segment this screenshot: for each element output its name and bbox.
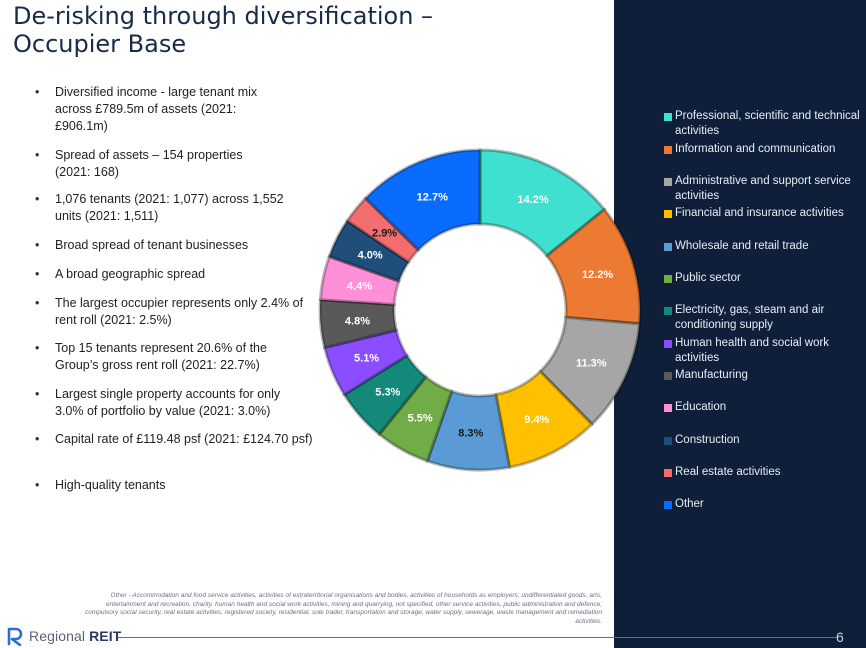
- slice-label: 9.4%: [524, 414, 549, 426]
- legend-label: Administrative and support service activ…: [675, 175, 851, 202]
- footnote: Other - Accommodation and food service a…: [84, 592, 602, 625]
- legend-item: Public sector: [664, 271, 864, 286]
- logo: Regional REIT: [6, 626, 121, 646]
- legend-label: Public sector: [675, 272, 741, 284]
- legend-item: Other: [664, 497, 864, 512]
- slice-label: 8.3%: [458, 428, 483, 440]
- title-line-2: Occupier Base: [13, 30, 187, 58]
- legend-item: Construction: [664, 433, 864, 448]
- footer-rule: [118, 637, 838, 638]
- bullet-item: The largest occupier represents only 2.4…: [35, 295, 305, 329]
- slice-label: 4.0%: [358, 250, 383, 262]
- legend-swatch: [664, 404, 672, 412]
- legend-label: Electricity, gas, steam and air conditio…: [675, 304, 825, 331]
- donut-slice: [364, 148, 482, 252]
- bullet-item: A broad geographic spread: [35, 266, 315, 283]
- slice-label: 12.7%: [417, 192, 448, 204]
- legend-item: Professional, scientific and technical a…: [664, 109, 864, 139]
- legend-label: Other: [675, 498, 704, 510]
- bullet-item: High-quality tenants: [35, 477, 315, 494]
- page-number: 6: [836, 629, 844, 645]
- logo-text-regular: Regional: [29, 628, 86, 644]
- bullet-item: Diversified income - large tenant mix ac…: [35, 84, 275, 135]
- bullet-item: Spread of assets – 154 properties (2021:…: [35, 147, 265, 181]
- bullet-item: Top 15 tenants represent 20.6% of the Gr…: [35, 340, 285, 374]
- legend-label: Manufacturing: [675, 369, 748, 381]
- slice-label: 4.4%: [347, 280, 372, 292]
- slice-label: 12.2%: [582, 269, 613, 281]
- legend-swatch: [664, 469, 672, 477]
- slice-label: 14.2%: [517, 194, 548, 206]
- legend-label: Human health and social work activities: [675, 337, 830, 364]
- bullet-item: Largest single property accounts for onl…: [35, 386, 303, 420]
- legend-swatch: [664, 340, 672, 348]
- legend-swatch: [664, 307, 672, 315]
- legend-item: Education: [664, 400, 864, 415]
- slice-label: 4.8%: [345, 316, 370, 328]
- legend-swatch: [664, 372, 672, 380]
- legend-item: Human health and social work activities: [664, 336, 864, 366]
- bullet-item: Broad spread of tenant businesses: [35, 237, 315, 254]
- legend-item: Real estate activities: [664, 465, 864, 480]
- legend-item: Electricity, gas, steam and air conditio…: [664, 303, 864, 333]
- legend-item: Financial and insurance activities: [664, 206, 864, 221]
- donut-slice: [425, 389, 511, 472]
- slice-label: 5.3%: [375, 386, 400, 398]
- legend-swatch: [664, 178, 672, 186]
- donut-slice: [545, 207, 642, 326]
- page-title: De-risking through diversification – Occ…: [13, 2, 573, 58]
- logo-text-bold: REIT: [89, 628, 122, 644]
- sidebar-panel: [614, 0, 866, 648]
- legend-swatch: [664, 113, 672, 121]
- legend-item: Manufacturing: [664, 368, 864, 383]
- donut-slice: [342, 353, 428, 436]
- bullet-item: Capital rate of £119.48 psf (2021: £124.…: [35, 431, 313, 448]
- legend-label: Education: [675, 401, 727, 413]
- legend-label: Construction: [675, 434, 740, 446]
- bullet-item: 1,076 tenants (2021: 1,077) across 1,552…: [35, 191, 295, 225]
- legend-swatch: [664, 210, 672, 218]
- legend-swatch: [664, 437, 672, 445]
- legend-label: Real estate activities: [675, 466, 781, 478]
- donut-slice: [538, 315, 641, 426]
- donut-slice: [478, 148, 606, 258]
- legend-label: Wholesale and retail trade: [675, 240, 809, 252]
- donut-slice: [345, 196, 420, 264]
- donut-slice: [318, 298, 398, 350]
- donut-slice: [494, 369, 594, 469]
- legend-label: Financial and insurance activities: [675, 207, 844, 219]
- title-line-1: De-risking through diversification –: [13, 2, 434, 30]
- regional-reit-logo-icon: [7, 627, 23, 646]
- legend-item: Administrative and support service activ…: [664, 174, 864, 204]
- slice-label: 5.1%: [354, 353, 379, 365]
- legend-item: Wholesale and retail trade: [664, 239, 864, 254]
- slice-label: 2.9%: [372, 227, 397, 239]
- legend-swatch: [664, 243, 672, 251]
- legend-swatch: [664, 275, 672, 283]
- legend-label: Professional, scientific and technical a…: [675, 110, 860, 137]
- logo-text: Regional REIT: [29, 628, 121, 644]
- legend-swatch: [664, 501, 672, 509]
- legend-item: Information and communication: [664, 142, 864, 157]
- donut-slice: [322, 328, 409, 397]
- donut-chart: 14.2% 12.2% 11.3% 9.4% 8.3% 5.5% 5.3% 5.1% 4.8% 4…: [318, 148, 642, 472]
- slice-label: 11.3%: [576, 357, 607, 369]
- slice-label: 5.5%: [408, 412, 433, 424]
- legend-swatch: [664, 146, 672, 154]
- donut-slice: [327, 219, 411, 283]
- legend-label: Information and communication: [675, 143, 836, 155]
